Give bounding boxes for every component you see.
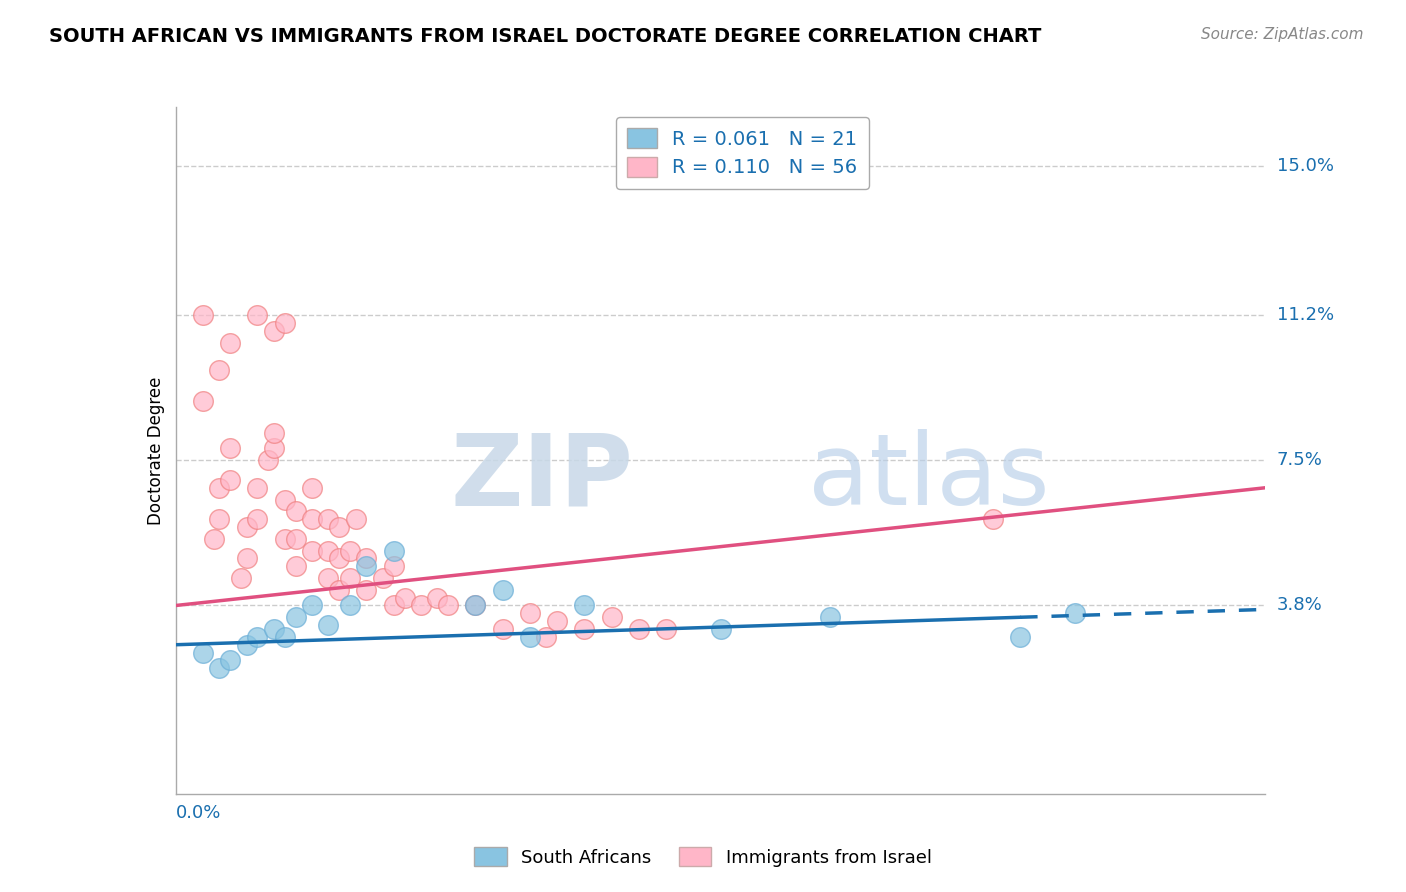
Point — [284, 610, 307, 624]
Point — [339, 571, 361, 585]
Point — [301, 512, 323, 526]
Point — [191, 394, 214, 409]
Point — [263, 425, 285, 440]
Point — [208, 363, 231, 377]
Point — [328, 582, 350, 597]
Y-axis label: Doctorate Degree: Doctorate Degree — [146, 376, 165, 524]
Point — [627, 622, 650, 636]
Legend: South Africans, Immigrants from Israel: South Africans, Immigrants from Israel — [467, 840, 939, 874]
Point — [492, 582, 515, 597]
Point — [356, 582, 378, 597]
Point — [371, 571, 394, 585]
Point — [246, 481, 269, 495]
Point — [1010, 630, 1032, 644]
Point — [231, 571, 253, 585]
Point — [981, 512, 1004, 526]
Point — [191, 646, 214, 660]
Legend: R = 0.061   N = 21, R = 0.110   N = 56: R = 0.061 N = 21, R = 0.110 N = 56 — [616, 117, 869, 189]
Point — [328, 551, 350, 566]
Point — [235, 520, 257, 534]
Point — [318, 571, 340, 585]
Point — [208, 481, 231, 495]
Point — [394, 591, 416, 605]
Point — [274, 532, 297, 546]
Point — [382, 599, 405, 613]
Point — [208, 661, 231, 675]
Point — [574, 622, 596, 636]
Point — [437, 599, 460, 613]
Point — [219, 473, 242, 487]
Point — [382, 559, 405, 574]
Point — [382, 543, 405, 558]
Point — [339, 543, 361, 558]
Point — [208, 512, 231, 526]
Point — [356, 551, 378, 566]
Point — [301, 599, 323, 613]
Point — [191, 308, 214, 322]
Point — [263, 622, 285, 636]
Point — [274, 316, 297, 330]
Point — [356, 559, 378, 574]
Text: 0.0%: 0.0% — [176, 805, 221, 822]
Point — [534, 630, 557, 644]
Text: 3.8%: 3.8% — [1277, 597, 1322, 615]
Point — [235, 638, 257, 652]
Text: ZIP: ZIP — [450, 429, 633, 526]
Point — [219, 653, 242, 667]
Point — [409, 599, 432, 613]
Point — [655, 622, 678, 636]
Point — [344, 512, 367, 526]
Point — [246, 308, 269, 322]
Text: 15.0%: 15.0% — [1277, 157, 1333, 175]
Point — [284, 532, 307, 546]
Point — [284, 504, 307, 518]
Point — [318, 543, 340, 558]
Point — [519, 630, 541, 644]
Point — [464, 599, 486, 613]
Point — [263, 324, 285, 338]
Point — [219, 442, 242, 456]
Point — [318, 618, 340, 632]
Point — [318, 512, 340, 526]
Text: Source: ZipAtlas.com: Source: ZipAtlas.com — [1201, 27, 1364, 42]
Point — [235, 551, 257, 566]
Text: atlas: atlas — [807, 429, 1049, 526]
Point — [246, 630, 269, 644]
Point — [202, 532, 225, 546]
Point — [301, 481, 323, 495]
Point — [246, 512, 269, 526]
Text: 7.5%: 7.5% — [1277, 451, 1323, 469]
Text: SOUTH AFRICAN VS IMMIGRANTS FROM ISRAEL DOCTORATE DEGREE CORRELATION CHART: SOUTH AFRICAN VS IMMIGRANTS FROM ISRAEL … — [49, 27, 1042, 45]
Point — [301, 543, 323, 558]
Point — [519, 607, 541, 621]
Point — [818, 610, 841, 624]
Point — [263, 442, 285, 456]
Point — [464, 599, 486, 613]
Point — [274, 630, 297, 644]
Point — [546, 614, 568, 628]
Point — [1063, 607, 1085, 621]
Point — [600, 610, 623, 624]
Point — [426, 591, 449, 605]
Point — [284, 559, 307, 574]
Point — [219, 335, 242, 350]
Point — [339, 599, 361, 613]
Point — [710, 622, 733, 636]
Point — [492, 622, 515, 636]
Point — [574, 599, 596, 613]
Point — [274, 492, 297, 507]
Text: 11.2%: 11.2% — [1277, 306, 1334, 324]
Point — [257, 453, 280, 467]
Point — [328, 520, 350, 534]
